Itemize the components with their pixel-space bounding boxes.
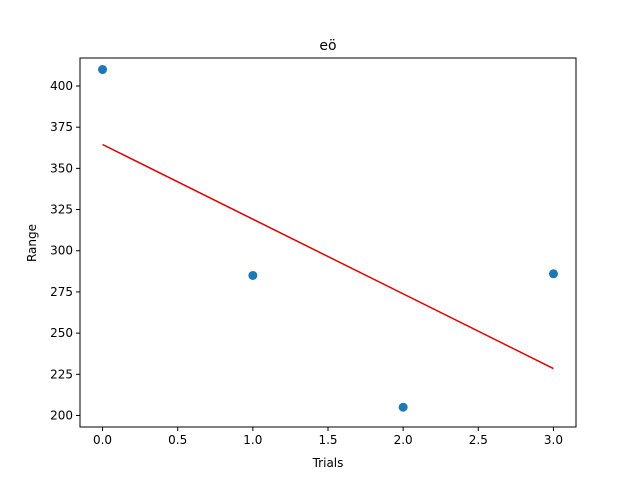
y-tick-label: 400: [50, 79, 73, 93]
x-tick-label: 3.0: [544, 433, 563, 447]
y-tick-label: 375: [50, 120, 73, 134]
y-tick-label: 325: [50, 203, 73, 217]
trend-line: [102, 143, 554, 370]
data-point: [548, 269, 558, 279]
y-axis-label: Range: [25, 224, 39, 262]
y-tick-label: 200: [50, 408, 73, 422]
y-tick-label: 350: [50, 161, 73, 175]
y-tick-label: 275: [50, 285, 73, 299]
x-tick-label: 2.5: [469, 433, 488, 447]
x-tick-label: 0.0: [93, 433, 112, 447]
plot-area: 0.0 0.5 1.0 1.5 2.0 2.5 3.0 200 225 250 275 300 325 3…: [50, 57, 577, 447]
y-tick-label: 300: [50, 244, 73, 258]
x-tick-label: 1.5: [318, 433, 337, 447]
data-point: [98, 65, 108, 75]
data-point: [398, 402, 408, 412]
x-axis-label: Trials: [312, 456, 344, 470]
x-tick-label: 2.0: [394, 433, 413, 447]
y-tick-label: 250: [50, 326, 73, 340]
y-tick-label: 225: [50, 367, 73, 381]
x-tick-label: 0.5: [168, 433, 187, 447]
axes-frame: [79, 57, 577, 428]
chart-title: eö: [319, 38, 336, 54]
x-tick-label: 1.0: [243, 433, 262, 447]
data-point: [248, 270, 258, 280]
